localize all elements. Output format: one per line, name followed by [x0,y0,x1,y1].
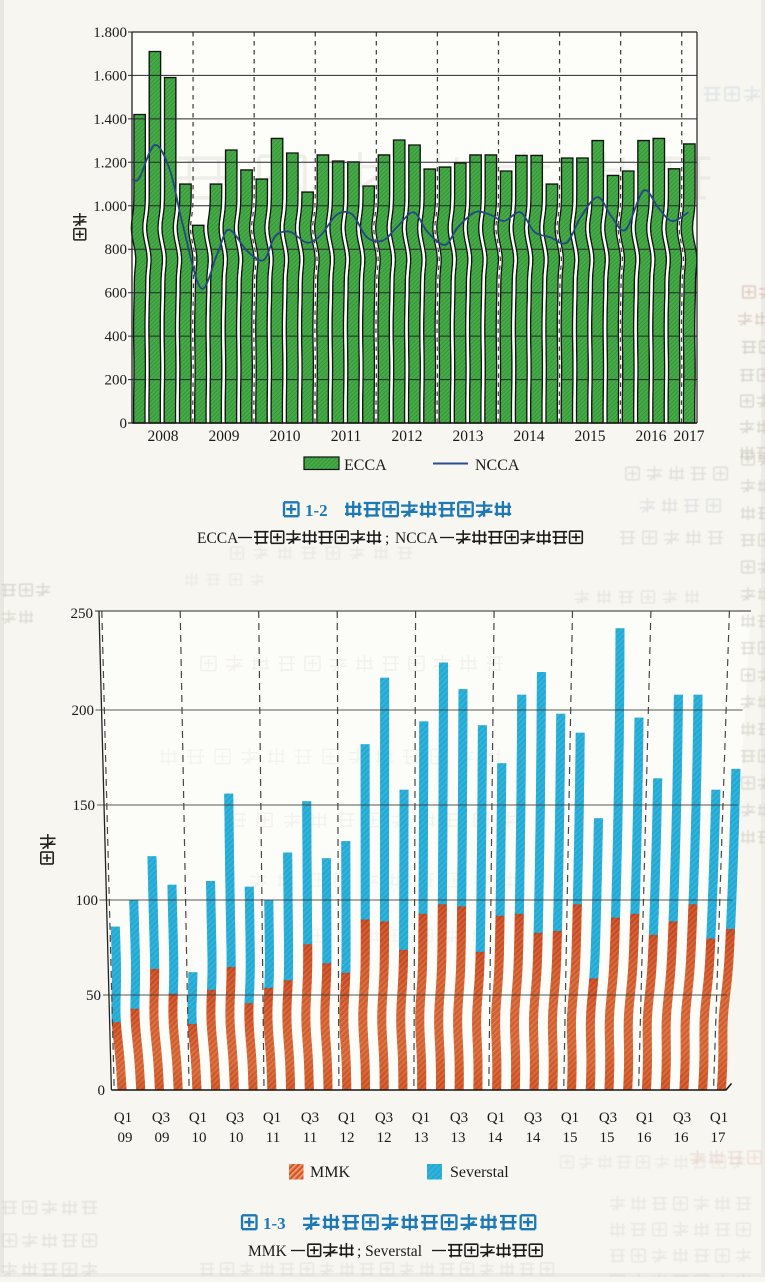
svg-text:;: ; [385,530,389,547]
svg-text:Q1: Q1 [189,1110,207,1126]
svg-text:11: 11 [303,1130,317,1146]
svg-text:16: 16 [674,1130,690,1146]
svg-text:Q3: Q3 [152,1110,170,1126]
svg-text:MMK: MMK [248,1243,288,1260]
svg-text:09: 09 [118,1130,133,1146]
svg-text:Q1: Q1 [636,1110,654,1126]
svg-text:ECCA: ECCA [344,457,387,474]
svg-text:Q1: Q1 [561,1110,579,1126]
svg-text:1.600: 1.600 [93,68,127,84]
svg-text:1.200: 1.200 [93,155,127,171]
svg-text:150: 150 [73,798,96,814]
svg-text:Q3: Q3 [375,1110,393,1126]
svg-text:Q3: Q3 [599,1110,617,1126]
svg-text:Q3: Q3 [524,1110,542,1126]
svg-text:2012: 2012 [392,428,423,445]
svg-text:2016: 2016 [636,428,667,445]
svg-text:; Severstal: ; Severstal [357,1243,422,1260]
svg-text:13: 13 [451,1130,466,1146]
svg-text:14: 14 [526,1130,542,1146]
svg-text:2015: 2015 [575,428,606,445]
svg-text:100: 100 [76,893,99,909]
svg-text:Q1: Q1 [263,1110,281,1126]
svg-text:200: 200 [105,373,128,389]
svg-text:10: 10 [192,1130,207,1146]
svg-text:11: 11 [266,1130,280,1146]
svg-text:10: 10 [229,1130,244,1146]
svg-text:0: 0 [120,416,128,432]
svg-text:1.000: 1.000 [93,199,127,215]
svg-text:1.800: 1.800 [93,25,127,41]
svg-text:Q1: Q1 [412,1110,430,1126]
svg-text:12: 12 [377,1130,392,1146]
svg-text:Q1: Q1 [338,1110,356,1126]
svg-text:Q1: Q1 [710,1110,728,1126]
svg-text:1-2: 1-2 [305,501,328,520]
svg-text:2014: 2014 [514,428,545,445]
svg-text:09: 09 [155,1130,170,1146]
svg-text:14: 14 [488,1130,504,1146]
svg-text:2010: 2010 [270,428,301,445]
svg-text:Q1: Q1 [487,1110,505,1126]
svg-text:16: 16 [637,1130,653,1146]
svg-text:MMK: MMK [310,1164,350,1181]
svg-text:NCCA: NCCA [475,457,520,474]
svg-text:Severstal: Severstal [450,1164,509,1181]
svg-text:0: 0 [98,1083,106,1099]
svg-text:600: 600 [105,286,128,302]
svg-text:1.400: 1.400 [93,112,127,128]
svg-text:Q3: Q3 [673,1110,691,1126]
svg-text:13: 13 [414,1130,429,1146]
svg-text:2017: 2017 [674,428,705,445]
svg-text:Q3: Q3 [301,1110,319,1126]
svg-text:2013: 2013 [453,428,484,445]
svg-text:400: 400 [105,329,128,345]
svg-text:Q3: Q3 [450,1110,468,1126]
svg-text:15: 15 [600,1130,615,1146]
svg-text:17: 17 [711,1130,727,1146]
svg-text:2009: 2009 [209,428,240,445]
svg-text:2011: 2011 [331,428,361,445]
svg-text:12: 12 [340,1130,355,1146]
svg-text:15: 15 [563,1130,578,1146]
svg-text:800: 800 [105,242,128,258]
svg-text:Q3: Q3 [226,1110,244,1126]
svg-text:Q1: Q1 [114,1110,132,1126]
svg-text:200: 200 [72,703,95,719]
svg-text:50: 50 [86,988,101,1004]
svg-text:1-3: 1-3 [263,1214,286,1233]
svg-text:NCCA: NCCA [395,530,439,547]
svg-text:ECCA: ECCA [197,530,239,547]
svg-text:250: 250 [71,606,94,622]
svg-text:2008: 2008 [148,428,179,445]
